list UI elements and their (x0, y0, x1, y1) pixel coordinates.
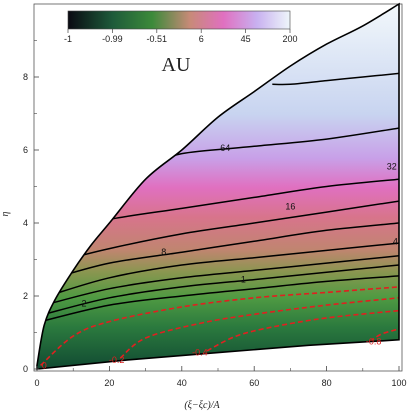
contour-label-64: 64 (220, 143, 230, 153)
x-tick-label: 40 (177, 378, 187, 388)
contour-labels: 64 32 16 8 4 2 1 0 -0.2 -0.4 -0.8 (42, 143, 398, 370)
red-contour-line--0.2 (119, 297, 399, 359)
y-tick-label: 8 (23, 72, 28, 82)
y-axis-label: η (0, 211, 11, 216)
red-contour-line--0.4 (206, 309, 399, 352)
contour-line-unlabeled-1 (272, 72, 399, 86)
colorbar-tick-label: -0.51 (147, 34, 168, 44)
contour-line-unlabeled-6 (44, 255, 399, 306)
y-tick-label: 2 (23, 291, 28, 301)
red-contour-line-0 (40, 286, 399, 366)
chart-title: AU (162, 54, 191, 76)
red-contours (40, 286, 399, 366)
y-tick-label: 0 (23, 364, 28, 374)
contour-label-16: 16 (285, 202, 295, 212)
contour-label-1: 1 (241, 275, 246, 285)
contour-label-2: 2 (82, 298, 87, 308)
colorbar-tick-label: -1 (64, 34, 72, 44)
x-tick-label: 80 (322, 378, 332, 388)
x-tick-label: 0 (34, 378, 39, 388)
red-contour-line--0.8 (369, 328, 399, 343)
contour-line-8 (54, 222, 399, 279)
contour-label-4: 4 (393, 236, 398, 246)
x-axis-ticks: 0 20 40 60 80 100 (34, 366, 407, 388)
red-contour-label-0: 0 (42, 360, 47, 370)
red-contour-label--0.8: -0.8 (366, 337, 382, 347)
colorbar-tick-label: 6 (199, 34, 204, 44)
contour-line-1 (44, 264, 399, 316)
domain-boundary (36, 2, 400, 370)
contour-line-16 (65, 200, 399, 261)
colorbar-tick-label: 200 (282, 34, 297, 44)
colorbar-ticks: -1 -0.99 -0.51 6 45 200 (64, 29, 298, 44)
contour-label-32: 32 (387, 161, 397, 171)
y-tick-label: 4 (23, 218, 28, 228)
red-contour-label--0.2: -0.2 (109, 355, 125, 365)
colorbar-tick-label: 45 (241, 34, 251, 44)
colorbar-tick-label: -0.99 (102, 34, 123, 44)
red-contour-label--0.4: -0.4 (192, 348, 208, 358)
x-axis-label: (ξ−ξc)/A (184, 400, 220, 411)
x-tick-label: 20 (104, 378, 114, 388)
x-tick-label: 60 (249, 378, 259, 388)
contour-label-8: 8 (161, 247, 166, 257)
contour-line-2 (40, 275, 399, 323)
contour-line-4 (47, 242, 399, 297)
y-axis-ticks: 0 2 4 6 8 (23, 40, 39, 374)
colorbar (67, 10, 291, 30)
x-tick-label: 100 (391, 378, 406, 388)
y-tick-label: 6 (23, 145, 28, 155)
